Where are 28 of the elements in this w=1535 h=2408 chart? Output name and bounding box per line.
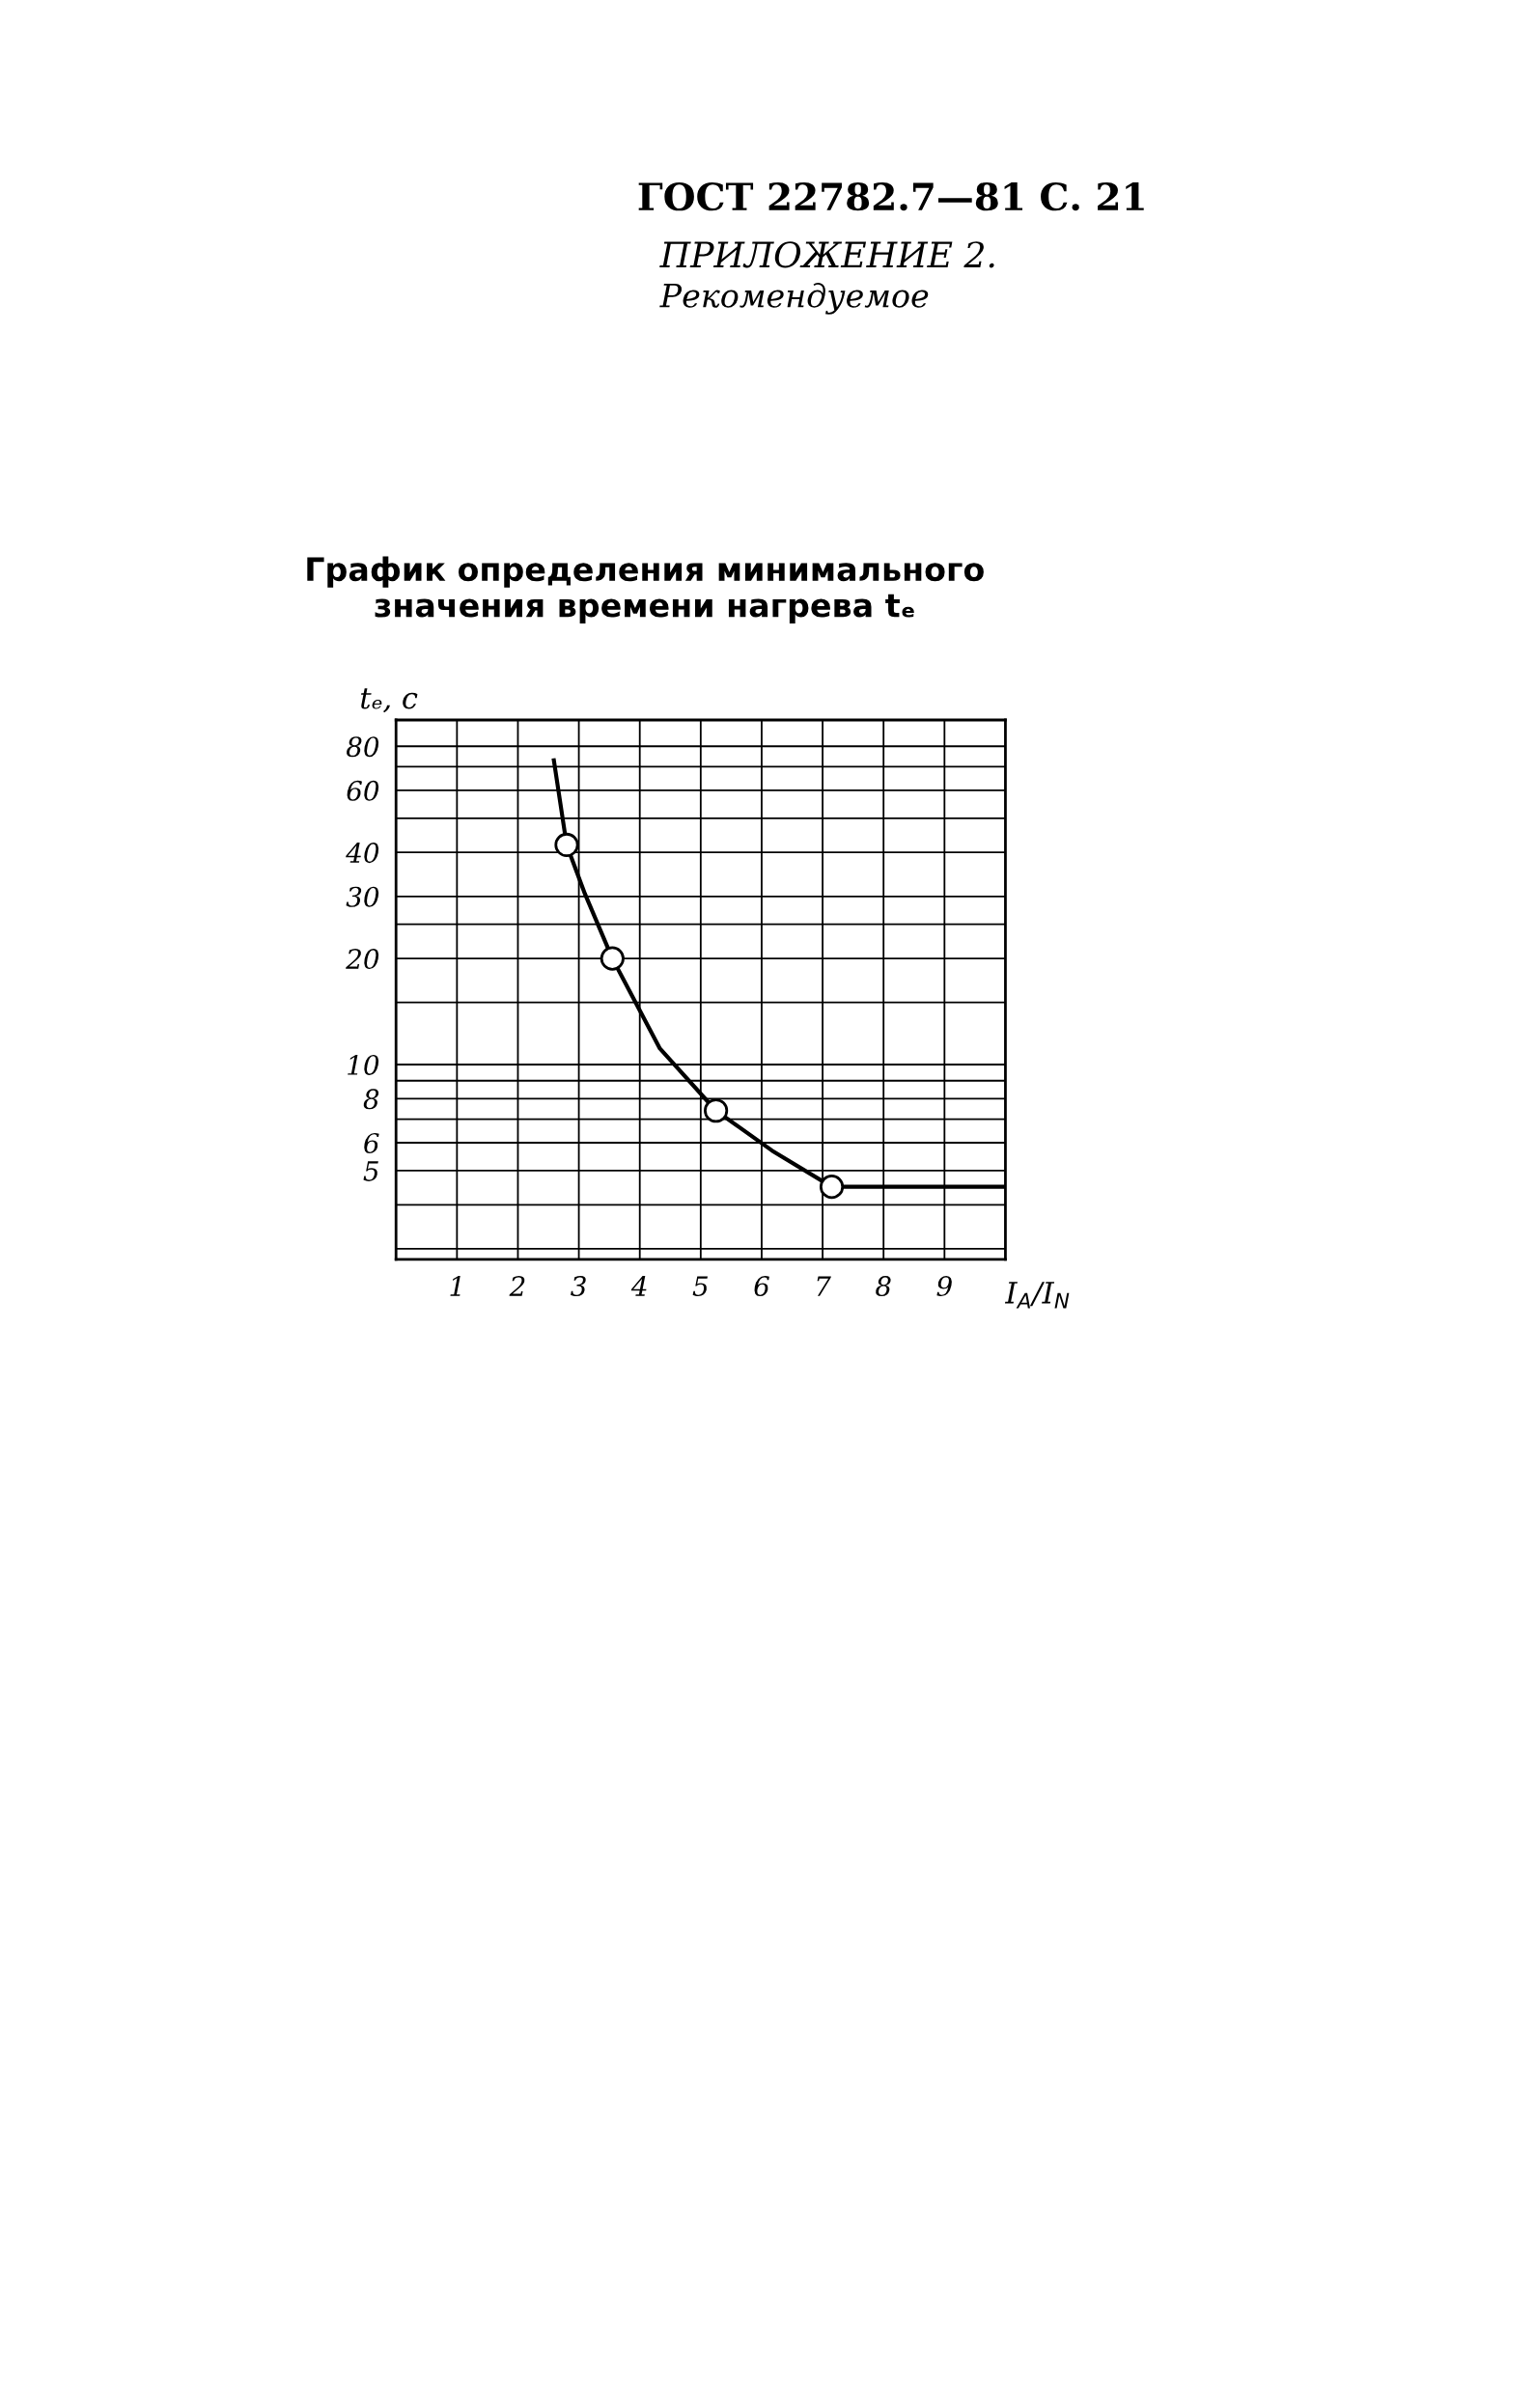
text: Рекомендуемое <box>659 283 929 315</box>
y-tick-label: 8 <box>363 1089 379 1110</box>
chart-title: График определения минимального значения времени нагрева tₑ <box>307 556 984 624</box>
point <box>704 1098 729 1123</box>
x-tick-label: 8 <box>876 1276 891 1297</box>
point <box>600 946 625 971</box>
y-tick-label: 6 <box>364 1132 379 1153</box>
x-tick-label: 9 <box>936 1276 952 1297</box>
x-tick-label: 2 <box>509 1276 525 1296</box>
x-tick-label: 1 <box>450 1276 460 1296</box>
y-axis-title: tₑ, с <box>361 688 418 713</box>
x-axis-title: I$_{A}$/I$_{N}$ <box>1004 1282 1070 1309</box>
text: ГОСТ 22782.7—81 С. 21 <box>638 181 1144 211</box>
point <box>819 1175 845 1200</box>
y-tick-label: 5 <box>363 1161 378 1181</box>
x-tick-label: 3 <box>571 1276 586 1297</box>
point <box>554 832 579 858</box>
x-tick-label: 7 <box>817 1276 831 1296</box>
x-tick-label: 6 <box>754 1276 769 1297</box>
text: ПРИЛОЖЕНИЕ 2. <box>659 241 994 268</box>
y-tick-label: 80 <box>347 736 379 758</box>
y-tick-label: 60 <box>347 780 379 801</box>
x-tick-label: 4 <box>630 1276 647 1296</box>
y-tick-label: 40 <box>346 843 379 864</box>
x-tick-label: 5 <box>692 1276 708 1297</box>
y-tick-label: 30 <box>346 886 379 907</box>
y-tick-label: 20 <box>346 949 379 970</box>
y-tick-label: 10 <box>348 1054 379 1075</box>
